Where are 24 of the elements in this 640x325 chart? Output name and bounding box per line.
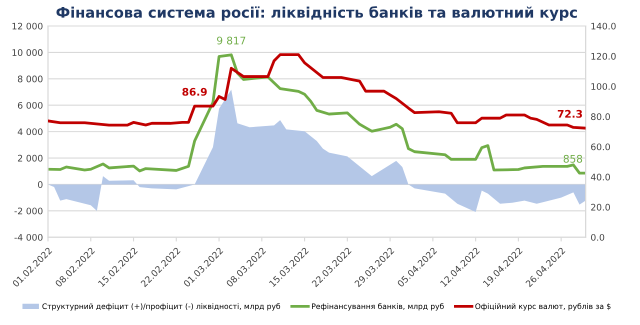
y-tick-label: 4 000 — [18, 128, 43, 136]
y-tick-label: 6 000 — [18, 102, 43, 109]
y2-tick-label: 80.0 — [591, 113, 610, 120]
chart-title: Фінансова система росії: ліквідність банків та валютний курс — [56, 6, 577, 21]
y-tick-label: 0 — [38, 181, 43, 188]
y-tick-label: 8 000 — [18, 76, 43, 82]
y2-tick-label: 40.0 — [590, 174, 610, 180]
data-label: 72.3 — [558, 110, 582, 118]
y-tick-label: 12 000 — [12, 22, 43, 30]
line-series — [48, 53, 586, 130]
y-tick-label: -2 000 — [14, 208, 43, 214]
y2-tick-label: 60.0 — [591, 143, 610, 150]
line-series — [48, 53, 586, 174]
y2-tick-label: 100.0 — [591, 83, 616, 90]
data-label: 858 — [564, 154, 582, 163]
data-label: 86.9 — [182, 88, 207, 96]
y2-tick-label: 0.0 — [591, 234, 604, 241]
y2-tick-label: 140.0 — [591, 22, 616, 30]
y-tick-label: -4 000 — [14, 234, 43, 241]
y-tick-label: 2 000 — [18, 154, 43, 162]
y2-tick-label: 20.0 — [591, 204, 610, 211]
y-tick-label: 10 000 — [12, 49, 43, 56]
y2-tick-label: 120.0 — [591, 52, 616, 60]
data-label: 9 817 — [217, 36, 246, 44]
